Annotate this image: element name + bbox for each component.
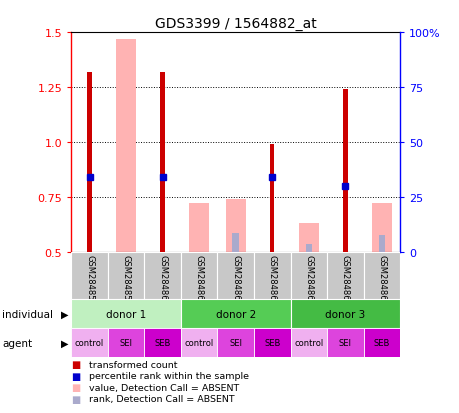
Text: SEB: SEB xyxy=(373,338,389,347)
Bar xyxy=(180,299,290,328)
Text: GSM284858: GSM284858 xyxy=(85,254,94,305)
Text: GSM284860: GSM284860 xyxy=(158,254,167,305)
Bar xyxy=(87,72,91,252)
Text: SEB: SEB xyxy=(154,338,170,347)
Text: individual: individual xyxy=(2,309,53,319)
Bar xyxy=(363,252,399,299)
Bar xyxy=(180,328,217,357)
Bar xyxy=(378,235,384,252)
Bar xyxy=(71,252,107,299)
Text: percentile rank within the sample: percentile rank within the sample xyxy=(89,371,248,380)
Bar xyxy=(107,328,144,357)
Bar xyxy=(71,299,180,328)
Text: ■: ■ xyxy=(71,394,80,404)
Bar xyxy=(326,252,363,299)
Text: GSM284862: GSM284862 xyxy=(231,254,240,305)
Bar xyxy=(305,244,312,252)
Bar xyxy=(342,90,347,252)
Text: SEB: SEB xyxy=(263,338,280,347)
Text: control: control xyxy=(184,338,213,347)
Bar xyxy=(326,328,363,357)
Text: control: control xyxy=(75,338,104,347)
Bar xyxy=(189,204,209,252)
Text: GSM284861: GSM284861 xyxy=(194,254,203,305)
Bar xyxy=(217,328,253,357)
Text: SEI: SEI xyxy=(338,338,351,347)
Bar xyxy=(363,328,399,357)
Bar xyxy=(71,328,107,357)
Text: GSM284866: GSM284866 xyxy=(376,254,386,305)
Text: ▶: ▶ xyxy=(61,338,68,348)
Text: ▶: ▶ xyxy=(61,309,68,319)
Bar xyxy=(217,252,253,299)
Text: donor 2: donor 2 xyxy=(215,309,255,319)
Text: agent: agent xyxy=(2,338,32,348)
Bar xyxy=(116,40,136,252)
Bar xyxy=(290,252,326,299)
Bar xyxy=(253,252,290,299)
Bar xyxy=(107,252,144,299)
Text: transformed count: transformed count xyxy=(89,360,177,369)
Bar xyxy=(144,328,180,357)
Text: value, Detection Call = ABSENT: value, Detection Call = ABSENT xyxy=(89,383,239,392)
Text: GSM284859: GSM284859 xyxy=(121,254,130,305)
Text: GSM284865: GSM284865 xyxy=(340,254,349,305)
Text: rank, Detection Call = ABSENT: rank, Detection Call = ABSENT xyxy=(89,394,234,404)
Bar xyxy=(253,328,290,357)
Text: control: control xyxy=(294,338,323,347)
Bar xyxy=(290,328,326,357)
Text: ■: ■ xyxy=(71,382,80,392)
Text: SEI: SEI xyxy=(229,338,242,347)
Bar xyxy=(298,223,318,252)
Bar xyxy=(232,233,239,252)
Text: donor 1: donor 1 xyxy=(106,309,146,319)
Text: ■: ■ xyxy=(71,371,80,381)
Bar xyxy=(371,204,391,252)
Text: SEI: SEI xyxy=(119,338,132,347)
Text: ■: ■ xyxy=(71,359,80,369)
Text: donor 3: donor 3 xyxy=(325,309,365,319)
Text: GSM284863: GSM284863 xyxy=(267,254,276,305)
Bar xyxy=(290,299,399,328)
Bar xyxy=(144,252,180,299)
Bar xyxy=(180,252,217,299)
Bar xyxy=(225,199,245,252)
Text: GSM284864: GSM284864 xyxy=(304,254,313,305)
Title: GDS3399 / 1564882_at: GDS3399 / 1564882_at xyxy=(155,17,316,31)
Bar xyxy=(160,72,164,252)
Bar xyxy=(269,145,274,252)
